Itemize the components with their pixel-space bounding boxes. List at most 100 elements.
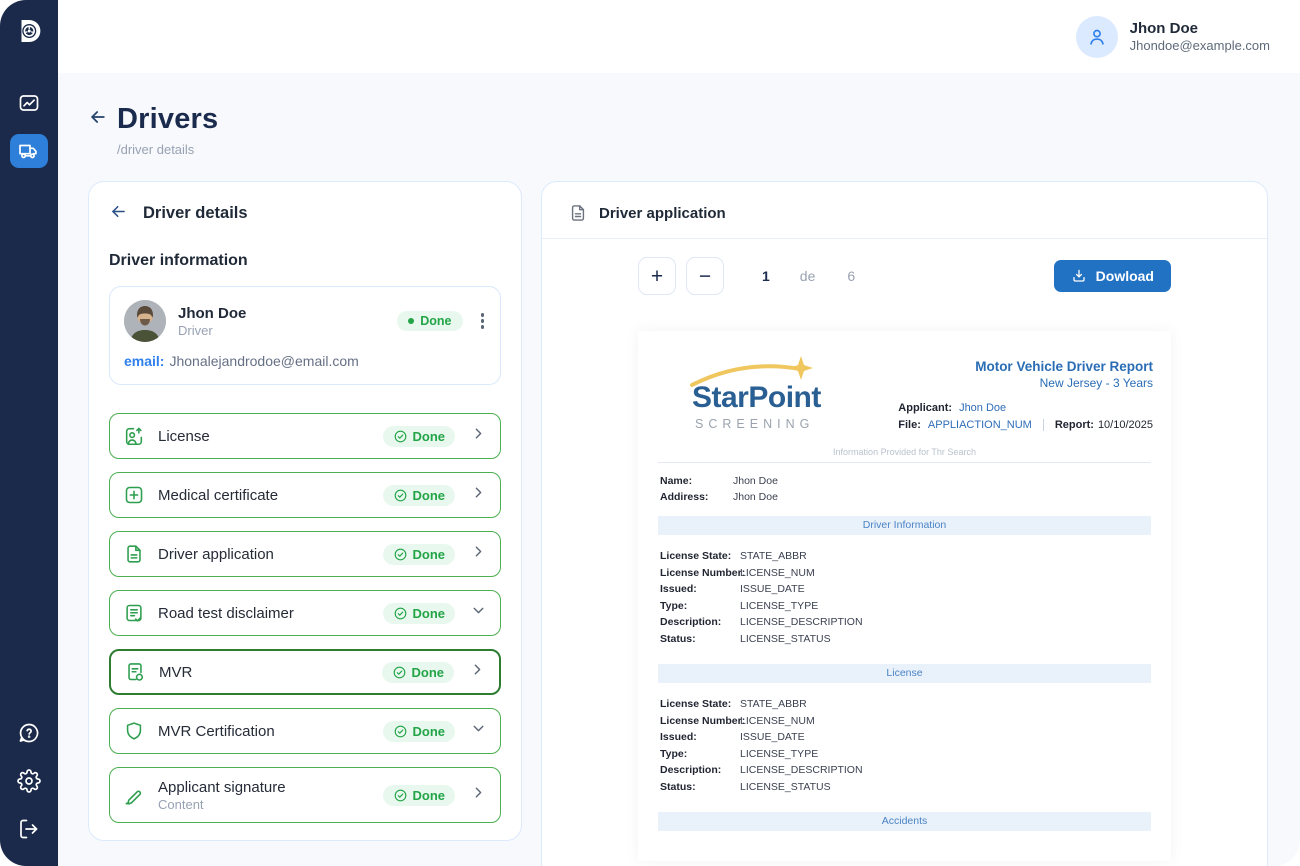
arrow-left-icon xyxy=(91,111,105,123)
page-separator: de xyxy=(799,268,816,284)
logo-subtitle: SCREENING xyxy=(695,417,815,431)
logout-icon xyxy=(20,819,38,839)
driver-card: Jhon Doe Driver Done email: Jhonalejandro… xyxy=(109,286,501,385)
check-circle-icon xyxy=(393,666,405,678)
user-name: Jhon Doe xyxy=(1129,19,1198,37)
breadcrumb: /driver details xyxy=(117,142,195,157)
zoom-out-button[interactable]: − xyxy=(686,257,724,295)
driver-identity: Jhon Doe Driver xyxy=(178,305,246,338)
checklist-item-label: MVR Certification xyxy=(158,722,275,740)
checklist-item-label: MVR xyxy=(159,663,193,681)
checklist-item-applicant-signature[interactable]: Applicant signature Content Done xyxy=(109,767,501,823)
checklist-item-mvr[interactable]: MVR Done xyxy=(109,649,501,695)
checklist-item-label: Driver application xyxy=(158,545,274,563)
check-circle-icon xyxy=(394,430,406,442)
document-icon xyxy=(571,205,585,221)
checklist-item-label: License xyxy=(158,427,210,445)
settings-icon xyxy=(17,769,41,793)
status-badge: Done xyxy=(382,784,455,806)
download-button[interactable]: Dowload xyxy=(1053,260,1171,292)
report-date: 10/10/2025 xyxy=(1097,419,1153,431)
checklist-item-road-test-disclaimer[interactable]: Road test disclaimer Done xyxy=(109,590,501,636)
viewer-divider xyxy=(542,238,1267,239)
download-icon xyxy=(1073,269,1085,282)
chevron-down-icon[interactable] xyxy=(470,602,487,624)
sidebar-item-settings[interactable] xyxy=(10,764,48,798)
check-circle-icon xyxy=(394,725,406,737)
brand-logo-icon xyxy=(14,16,44,46)
check-circle-icon xyxy=(394,607,406,619)
zoom-in-button[interactable]: + xyxy=(638,257,676,295)
report-meta: Motor Vehicle Driver Report New Jersey -… xyxy=(898,355,1159,431)
sidebar-item-logout[interactable] xyxy=(10,812,48,846)
page-content: Drivers /driver details Driver details D… xyxy=(58,73,1300,866)
chevron-right-icon[interactable] xyxy=(470,543,487,565)
page-header: Drivers xyxy=(88,103,1268,136)
chevron-down-icon[interactable] xyxy=(470,720,487,742)
user-info: Jhon Doe Jhondoe@example.com xyxy=(1130,20,1270,54)
checklist-item-label: Road test disclaimer xyxy=(158,604,294,622)
truck-icon xyxy=(19,144,37,159)
sidebar-item-drivers[interactable] xyxy=(10,134,48,168)
chevron-right-icon[interactable] xyxy=(470,484,487,506)
status-dot-icon xyxy=(408,318,415,324)
meta-divider xyxy=(1042,419,1044,431)
star-swoosh-icon xyxy=(690,356,813,387)
document-scroll-area[interactable]: StarPoint SCREENING Motor Vehicle Driver… xyxy=(542,295,1267,866)
name-value: Jhon Doe xyxy=(733,475,778,487)
top-bar: Jhon Doe Jhondoe@example.com xyxy=(58,0,1300,73)
email-label: email: xyxy=(124,353,165,369)
chevron-right-icon[interactable] xyxy=(470,425,487,447)
arrow-left-icon xyxy=(112,205,125,218)
checklist-item-label: Applicant signature xyxy=(158,778,286,796)
driver-photo xyxy=(124,300,166,342)
checklist-item-medical-certificate[interactable]: Medical certificate Done xyxy=(109,472,501,518)
driver-information-title: Driver information xyxy=(109,252,248,269)
checklist-item-sublabel: Content xyxy=(158,796,204,812)
driver-details-panel: Driver details Driver information Jhon D… xyxy=(88,181,522,841)
driver-status-badge: Done xyxy=(397,311,463,331)
driver-card-menu-button[interactable] xyxy=(479,311,487,331)
status-badge: Done xyxy=(382,543,455,565)
checklist-item-mvr-certification[interactable]: MVR Certification Done xyxy=(109,708,501,754)
driver-details-header: Driver details xyxy=(109,202,501,224)
document-header: StarPoint SCREENING Motor Vehicle Driver… xyxy=(638,331,1171,431)
user-menu[interactable]: Jhon Doe Jhondoe@example.com xyxy=(1075,15,1270,58)
check-circle-icon xyxy=(394,489,406,501)
name-label: Name: xyxy=(660,475,693,487)
id-card-upload-icon xyxy=(123,425,145,447)
checklist-item-driver-application[interactable]: Driver application Done xyxy=(109,531,501,577)
document-viewer-panel: Driver application + − 1 de 6 Dowload xyxy=(541,181,1268,866)
name-address-block: Name: Jhon Doe Addiress: Jhon Doe xyxy=(638,463,1171,503)
clipboard-check-icon xyxy=(123,602,145,624)
check-circle-icon xyxy=(394,789,406,801)
person-icon xyxy=(1089,29,1104,45)
file-value: APPLIACTION_NUM xyxy=(927,419,1032,431)
viewer-header: Driver application xyxy=(542,182,1267,238)
document-page: StarPoint SCREENING Motor Vehicle Driver… xyxy=(638,331,1171,861)
status-badge: Done xyxy=(382,425,455,447)
driver-email: Jhonalejandrodoe@email.com xyxy=(169,353,359,369)
driver-information-fields: License State: STATE_ABBR License Number:… xyxy=(660,550,863,645)
checklist-item-license[interactable]: License Done xyxy=(109,413,501,459)
info-note: Information Provided for Thr Search xyxy=(658,447,1151,463)
section-banner-license: License xyxy=(658,664,1151,683)
address-value: Jhon Doe xyxy=(733,491,778,503)
shield-icon xyxy=(123,720,145,742)
file-report-row: File: APPLIACTION_NUM Report: 10/10/2025 xyxy=(898,419,1153,431)
document-badge-icon xyxy=(124,661,146,683)
sidebar-item-help[interactable] xyxy=(10,716,48,750)
user-email: Jhondoe@example.com xyxy=(1129,38,1270,54)
section-banner-accidents: Accidents xyxy=(658,812,1151,831)
viewer-title: Driver application xyxy=(599,204,726,222)
status-badge: Done xyxy=(382,720,455,742)
driver-email-row: email: Jhonalejandrodoe@email.com xyxy=(124,353,486,369)
sidebar-item-gallery[interactable] xyxy=(10,86,48,120)
page-back-button[interactable] xyxy=(88,107,108,130)
panels-row: Driver details Driver information Jhon D… xyxy=(88,181,1268,866)
driver-details-back-button[interactable] xyxy=(109,202,128,224)
chevron-right-icon[interactable] xyxy=(470,784,487,806)
checklist-item-label: Medical certificate xyxy=(158,486,279,504)
chevron-right-icon[interactable] xyxy=(469,661,486,683)
